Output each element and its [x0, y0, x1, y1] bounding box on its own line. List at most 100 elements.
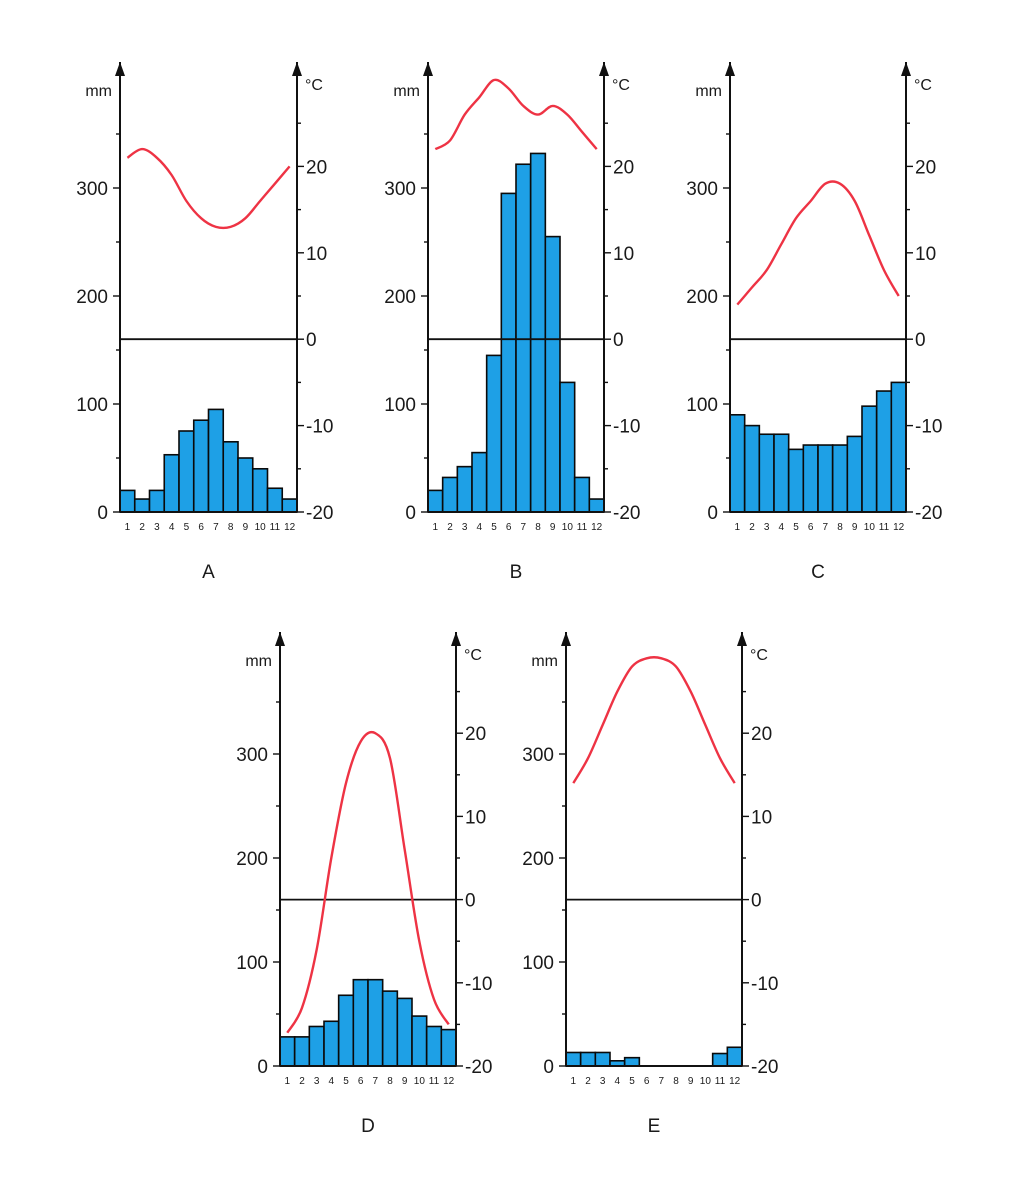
precip-bar-month-8	[222, 440, 239, 513]
temp-tick-label: 20	[613, 157, 634, 178]
month-tick-label: 5	[793, 522, 799, 533]
precip-bar-month-2	[743, 424, 761, 513]
precip-tick-label: 100	[522, 953, 554, 974]
precip-tick-label: 100	[76, 395, 108, 416]
temp-tick-label: 20	[915, 157, 936, 178]
month-tick-label: 7	[659, 1076, 665, 1087]
precip-tick-label: 200	[384, 287, 416, 308]
precip-bar-month-1	[279, 1036, 296, 1067]
precip-bar-month-1	[119, 489, 136, 513]
temp-tick-label: 10	[465, 807, 486, 828]
month-tick-label: 1	[571, 1076, 577, 1087]
precip-bar-month-8	[381, 990, 399, 1067]
precip-tick-label: 0	[543, 1057, 554, 1078]
precip-tick-label: 100	[236, 953, 268, 974]
month-tick-label: 10	[864, 522, 876, 533]
precip-bar-month-12	[588, 498, 605, 513]
month-tick-label: 6	[506, 522, 512, 533]
precip-bars	[565, 1046, 743, 1067]
precip-bar-month-9	[846, 435, 863, 513]
month-tick-label: 1	[433, 522, 439, 533]
precip-bar-month-3	[594, 1051, 611, 1067]
temp-axis-arrow-icon	[737, 632, 747, 646]
month-tick-label: 6	[358, 1076, 364, 1087]
temperature-line	[572, 656, 736, 784]
temp-axis-arrow-icon	[451, 632, 461, 646]
precip-bar-month-8	[529, 152, 547, 513]
month-tick-label: 11	[577, 522, 588, 533]
precip-bar-month-2	[293, 1036, 311, 1067]
temp-axis-arrow-icon	[599, 62, 609, 76]
month-tick-label: 9	[402, 1076, 408, 1087]
precip-bar-month-5	[178, 430, 195, 513]
temp-tick-label: 10	[306, 244, 327, 265]
temp-tick-label: -10	[465, 974, 492, 995]
precip-bar-month-3	[758, 433, 775, 513]
month-tick-label: 9	[550, 522, 556, 533]
month-tick-label: 12	[591, 522, 603, 533]
precip-bar-month-12	[726, 1046, 743, 1067]
month-tick-label: 5	[629, 1076, 635, 1087]
panel-label: B	[510, 562, 523, 583]
panel-label: A	[202, 562, 215, 583]
precip-bar-month-8	[831, 444, 849, 513]
month-tick-label: 4	[779, 522, 785, 533]
precip-bars	[427, 152, 605, 513]
month-tick-label: 7	[823, 522, 829, 533]
precip-bar-month-11	[875, 390, 893, 513]
month-tick-label: 10	[414, 1076, 426, 1087]
temp-axis-arrow-icon	[292, 62, 302, 76]
precip-bar-month-2	[579, 1051, 597, 1067]
precip-tick-label: 0	[707, 503, 718, 524]
precip-bar-month-2	[133, 498, 151, 513]
temp-tick-label: 0	[306, 330, 317, 351]
precip-bar-month-4	[163, 453, 180, 513]
precip-bar-month-3	[456, 465, 473, 513]
precip-unit-label: mm	[531, 653, 558, 670]
precip-bar-month-6	[352, 978, 369, 1067]
panel-label: E	[648, 1116, 661, 1137]
precip-tick-label: 300	[522, 745, 554, 766]
precip-tick-label: 200	[76, 287, 108, 308]
month-tick-label: 4	[615, 1076, 621, 1087]
month-tick-label: 1	[735, 522, 741, 533]
month-tick-label: 6	[808, 522, 814, 533]
precip-bar-month-10	[559, 381, 576, 513]
precip-bar-month-10	[251, 467, 269, 513]
precip-bar-month-5	[787, 448, 805, 513]
precip-bar-month-7	[515, 163, 532, 513]
precip-bar-month-5	[337, 994, 355, 1067]
month-tick-label: 12	[729, 1076, 741, 1087]
month-tick-label: 5	[184, 522, 190, 533]
precip-bar-month-5	[485, 354, 503, 513]
precip-tick-label: 0	[97, 503, 108, 524]
temp-tick-label: -20	[306, 503, 333, 524]
precip-axis-arrow-icon	[423, 62, 433, 76]
temp-tick-label: -20	[613, 503, 640, 524]
temp-tick-label: -20	[751, 1057, 778, 1078]
month-tick-label: 4	[477, 522, 483, 533]
precip-bar-month-12	[440, 1028, 457, 1067]
precip-unit-label: mm	[393, 83, 420, 100]
precip-tick-label: 300	[686, 179, 718, 200]
precip-bar-month-11	[573, 476, 591, 513]
month-tick-label: 5	[343, 1076, 349, 1087]
precip-axis-arrow-icon	[115, 62, 125, 76]
month-tick-label: 2	[749, 522, 755, 533]
temp-tick-label: 0	[751, 891, 762, 912]
month-tick-label: 1	[125, 522, 131, 533]
month-tick-label: 9	[243, 522, 249, 533]
temp-tick-label: -10	[613, 417, 640, 438]
temp-unit-label: °C	[914, 77, 932, 94]
month-tick-label: 3	[462, 522, 468, 533]
precip-bar-month-10	[411, 1015, 428, 1067]
month-tick-label: 2	[299, 1076, 305, 1087]
month-tick-label: 6	[198, 522, 204, 533]
precip-bar-month-9	[396, 997, 413, 1067]
temp-tick-label: 10	[915, 244, 936, 265]
month-tick-label: 7	[213, 522, 219, 533]
precip-unit-label: mm	[85, 83, 112, 100]
temperature-line	[736, 180, 900, 306]
precip-bar-month-4	[471, 451, 488, 513]
